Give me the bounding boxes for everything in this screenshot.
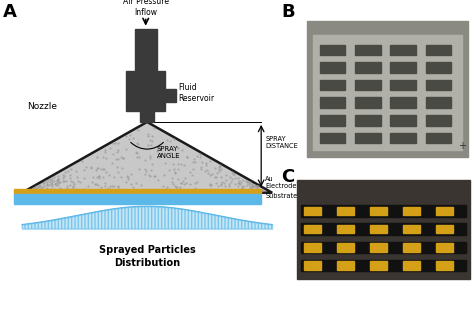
Bar	[391, 44, 416, 55]
Bar	[319, 133, 345, 143]
Text: B: B	[281, 3, 295, 21]
Text: Sprayed Particles
Distribution: Sprayed Particles Distribution	[99, 245, 195, 268]
Bar	[426, 97, 451, 108]
Bar	[426, 80, 451, 90]
Bar	[165, 89, 176, 102]
Bar	[426, 115, 451, 126]
Bar	[337, 225, 354, 233]
Bar	[304, 262, 320, 270]
Text: C: C	[281, 168, 294, 186]
Bar	[301, 205, 466, 217]
Bar	[337, 262, 354, 270]
Bar	[436, 243, 453, 252]
Bar	[304, 225, 320, 233]
Text: Substrate: Substrate	[265, 193, 298, 199]
Bar	[436, 225, 453, 233]
Text: SPRAY
DISTANCE: SPRAY DISTANCE	[265, 136, 298, 149]
Text: Fluid
Reservoir: Fluid Reservoir	[179, 83, 215, 103]
Bar	[355, 115, 381, 126]
Bar	[127, 71, 165, 112]
Bar	[403, 262, 419, 270]
Bar	[355, 80, 381, 90]
Bar	[337, 207, 354, 215]
Text: +: +	[458, 141, 466, 151]
Bar	[355, 97, 381, 108]
Text: A: A	[3, 3, 17, 21]
Bar	[370, 207, 387, 215]
Bar	[319, 97, 345, 108]
Bar	[135, 29, 157, 74]
Bar	[403, 243, 419, 252]
Bar	[297, 180, 470, 279]
Bar	[319, 44, 345, 55]
Bar	[370, 262, 387, 270]
Bar	[391, 133, 416, 143]
Text: Nozzle: Nozzle	[27, 102, 57, 111]
Bar	[391, 97, 416, 108]
Bar	[319, 115, 345, 126]
Bar	[319, 80, 345, 90]
Bar	[391, 80, 416, 90]
Bar	[403, 225, 419, 233]
Bar	[304, 243, 320, 252]
Bar	[370, 225, 387, 233]
Bar	[355, 62, 381, 73]
Bar	[140, 111, 154, 122]
Bar	[426, 133, 451, 143]
Bar	[391, 62, 416, 73]
Bar	[301, 223, 466, 235]
Bar	[355, 44, 381, 55]
Bar	[313, 35, 462, 150]
Polygon shape	[22, 122, 272, 193]
Bar	[436, 262, 453, 270]
Text: SPRAY
ANGLE: SPRAY ANGLE	[157, 146, 180, 159]
Text: Au
Electrode: Au Electrode	[265, 176, 297, 189]
Bar	[307, 22, 468, 157]
Bar	[14, 194, 261, 204]
Bar	[391, 115, 416, 126]
Bar	[301, 242, 466, 253]
Bar	[436, 207, 453, 215]
Text: Air Pressure
Inflow: Air Pressure Inflow	[123, 0, 169, 17]
Bar	[304, 207, 320, 215]
Bar	[319, 62, 345, 73]
Bar	[403, 207, 419, 215]
Bar	[426, 44, 451, 55]
Bar	[301, 260, 466, 271]
Bar	[14, 189, 261, 194]
Bar	[337, 243, 354, 252]
Bar	[426, 62, 451, 73]
Bar	[355, 133, 381, 143]
Bar	[370, 243, 387, 252]
